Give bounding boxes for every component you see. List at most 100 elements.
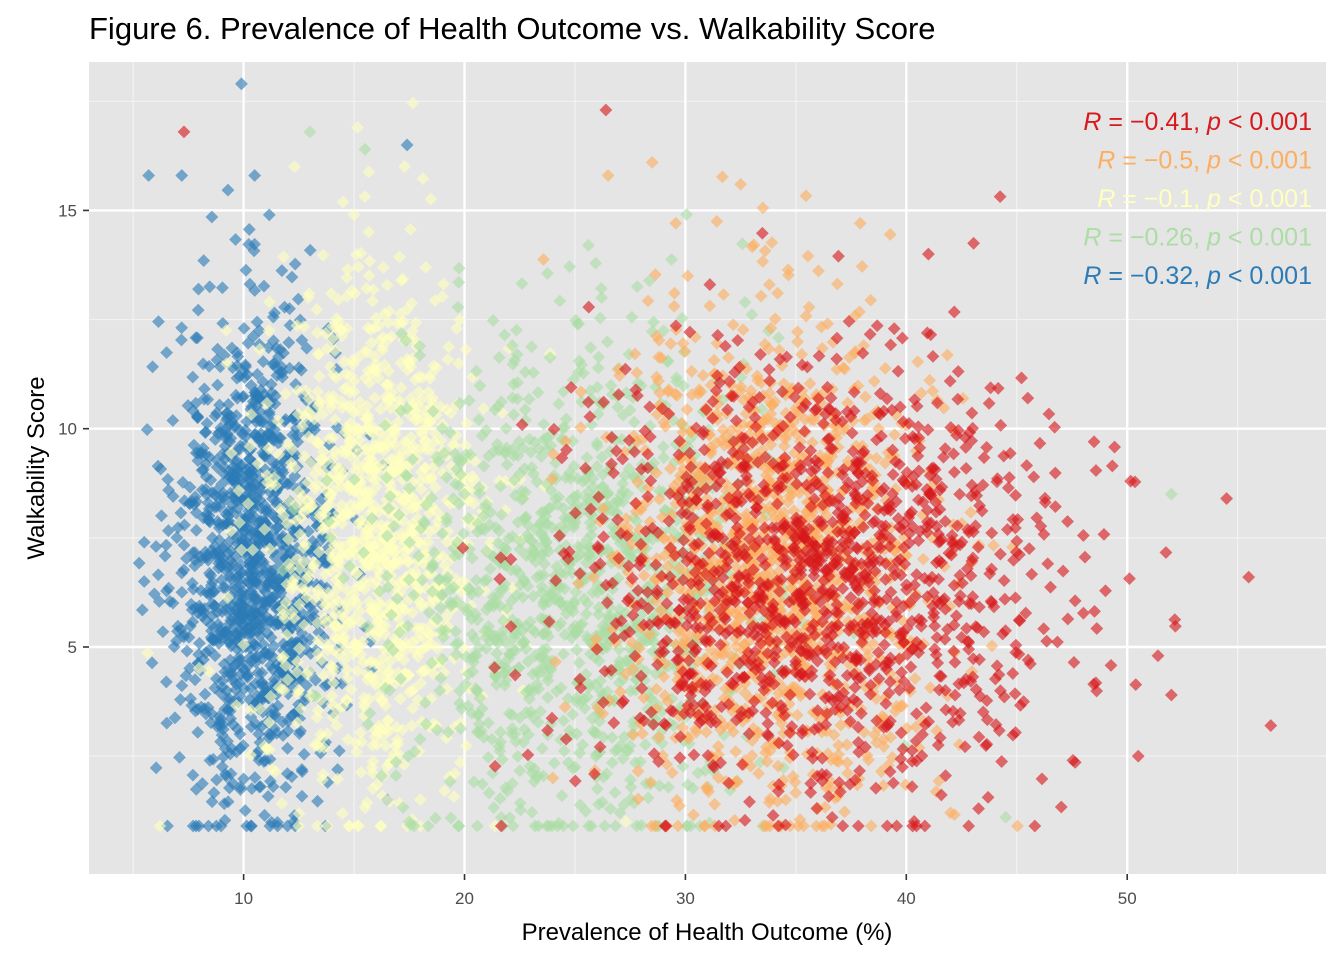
data-point — [449, 625, 463, 638]
data-point — [574, 421, 588, 434]
data-point — [180, 552, 193, 565]
data-point — [210, 353, 224, 367]
data-point — [813, 449, 827, 463]
data-point — [363, 254, 377, 268]
data-point — [582, 300, 596, 314]
data-point — [154, 462, 168, 476]
data-point — [717, 288, 730, 301]
data-point — [269, 389, 282, 403]
data-point — [206, 531, 219, 545]
data-point — [149, 761, 163, 775]
data-point — [332, 461, 346, 475]
data-point — [432, 573, 446, 587]
data-point — [191, 303, 205, 317]
data-point — [413, 732, 427, 746]
data-point — [591, 407, 605, 421]
data-point — [261, 789, 275, 803]
data-point — [215, 760, 229, 774]
data-point — [469, 682, 483, 696]
data-point — [355, 735, 369, 749]
data-point — [434, 671, 448, 685]
data-point — [536, 643, 550, 657]
data-point — [158, 549, 172, 563]
data-point — [592, 350, 606, 364]
data-point — [477, 509, 491, 523]
data-point — [506, 643, 520, 657]
data-point — [301, 476, 315, 489]
data-point — [366, 738, 380, 752]
data-point — [386, 644, 400, 657]
data-point — [258, 808, 271, 822]
data-point — [221, 427, 234, 441]
data-point — [275, 264, 289, 278]
data-point — [237, 365, 250, 379]
data-point — [772, 331, 785, 345]
data-point — [205, 633, 219, 646]
data-point — [203, 280, 217, 294]
data-point — [226, 453, 240, 467]
data-point — [599, 103, 613, 117]
data-point — [489, 670, 503, 684]
data-point — [853, 305, 866, 319]
data-point — [262, 324, 276, 338]
data-point — [828, 419, 842, 433]
data-point — [937, 450, 950, 464]
data-point — [412, 536, 426, 550]
data-point — [191, 454, 205, 468]
data-point — [676, 336, 690, 350]
data-point — [472, 726, 485, 740]
data-point — [514, 803, 528, 817]
data-point — [316, 407, 330, 421]
data-point — [385, 330, 398, 343]
data-point — [673, 730, 687, 744]
data-point — [559, 412, 573, 426]
data-point — [879, 626, 892, 639]
data-point — [525, 461, 539, 474]
data-point — [217, 540, 231, 553]
data-point — [236, 739, 250, 752]
data-point — [853, 216, 867, 230]
data-point — [226, 776, 239, 790]
data-point — [383, 539, 397, 553]
data-point — [436, 550, 450, 563]
data-point — [824, 391, 838, 405]
data-point — [764, 321, 778, 335]
data-point — [701, 749, 715, 762]
data-point — [166, 414, 180, 427]
data-point — [230, 359, 244, 373]
data-point — [413, 793, 427, 807]
data-point — [517, 735, 530, 749]
data-point — [132, 556, 146, 570]
data-point — [494, 819, 508, 833]
data-point — [275, 683, 289, 696]
data-point — [759, 746, 772, 760]
data-point — [1131, 749, 1145, 763]
data-point — [662, 780, 675, 794]
data-point — [291, 716, 304, 730]
data-point — [758, 244, 772, 258]
data-point — [739, 407, 753, 421]
data-point — [589, 632, 603, 646]
data-point — [161, 472, 175, 486]
data-point — [473, 691, 487, 705]
data-point — [987, 539, 1000, 552]
data-point — [592, 607, 605, 621]
data-point — [235, 77, 248, 91]
data-point — [466, 665, 480, 679]
data-point — [821, 454, 835, 468]
data-point — [432, 455, 446, 468]
data-point — [572, 366, 585, 379]
data-point — [677, 379, 690, 393]
data-point — [380, 278, 394, 292]
data-point — [531, 715, 545, 729]
data-point — [500, 458, 514, 471]
data-point — [543, 588, 557, 602]
data-point — [257, 415, 270, 429]
data-point — [343, 483, 357, 497]
data-point — [475, 429, 489, 443]
data-point — [736, 323, 750, 337]
data-point — [287, 502, 301, 516]
data-point — [217, 797, 231, 811]
data-point — [253, 693, 267, 707]
data-point — [196, 357, 210, 371]
